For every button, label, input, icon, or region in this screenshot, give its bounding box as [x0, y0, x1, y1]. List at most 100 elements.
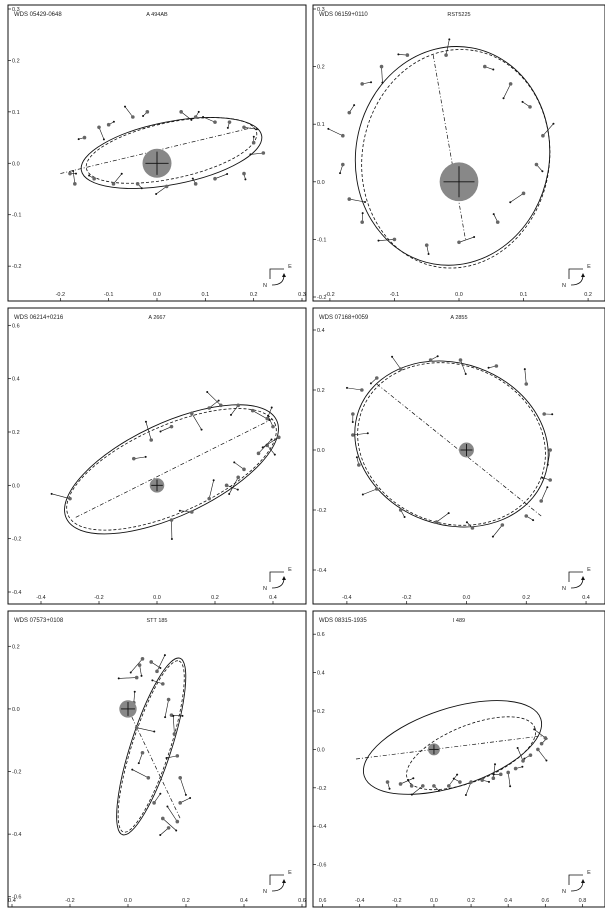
orbit-solid — [354, 360, 549, 528]
y-tick-label: -0.4 — [12, 832, 21, 838]
orbit-solid — [354, 46, 551, 266]
orbit-dashed — [66, 408, 277, 531]
observation-mark — [327, 127, 330, 130]
observation-mark — [181, 714, 184, 717]
residual-line — [145, 421, 152, 441]
residual-line — [234, 462, 245, 470]
observation-mark — [212, 479, 215, 482]
orbit-point — [508, 82, 513, 86]
x-tick-label: 0.6 — [541, 898, 549, 904]
orbit-point — [169, 518, 174, 522]
orbit-point — [360, 388, 364, 392]
y-tick-label: -0.4 — [317, 824, 326, 830]
x-tick-label: -0.4 — [342, 595, 351, 601]
observation-mark — [140, 187, 143, 190]
observation-mark — [226, 126, 229, 129]
observation-mark — [552, 122, 555, 125]
observation-mark — [244, 178, 247, 181]
observation-mark — [159, 430, 162, 433]
x-tick-label: -0.2 — [65, 898, 74, 904]
orbit-point — [242, 467, 246, 472]
residual-line — [266, 407, 272, 419]
y-tick-label: -0.1 — [12, 213, 21, 219]
orbit-point — [169, 424, 174, 429]
y-tick-label: -0.2 — [317, 295, 326, 301]
observation-mark — [233, 461, 236, 464]
orbit-point — [458, 780, 462, 784]
observation-mark — [370, 81, 373, 84]
orbit-point — [219, 403, 223, 408]
observation-mark — [533, 728, 536, 731]
observation-mark — [163, 654, 166, 657]
orbit-point — [500, 523, 505, 527]
residual-line — [524, 369, 527, 385]
observation-mark — [487, 366, 490, 369]
residual-line — [258, 439, 272, 454]
panel-component: A 2667 — [148, 315, 165, 321]
orbit-point — [242, 125, 246, 130]
orbit-point — [97, 125, 101, 130]
observation-mark — [361, 212, 364, 215]
orbit-point — [385, 780, 390, 784]
observation-mark — [153, 730, 156, 733]
residual-line — [400, 778, 414, 785]
orbit-point — [166, 826, 171, 830]
observation-mark — [270, 406, 273, 409]
y-tick-label: 0.1 — [12, 110, 20, 116]
residual-line — [180, 111, 192, 121]
residual-line — [164, 699, 169, 718]
orbit-point — [398, 782, 403, 786]
orbit-point — [92, 176, 96, 181]
orbit-point — [524, 382, 529, 386]
observation-mark — [131, 768, 134, 771]
orbit-point — [528, 753, 533, 757]
residual-line — [156, 655, 166, 672]
observation-mark — [410, 793, 413, 796]
residual-line — [72, 170, 76, 184]
orbit-point — [135, 182, 140, 186]
observation-mark — [170, 537, 173, 540]
compass-icon — [269, 874, 286, 892]
orbit-point — [536, 747, 540, 752]
compass-east-label: E — [587, 567, 591, 573]
y-tick-label: 0.4 — [317, 328, 325, 334]
residual-line — [346, 387, 362, 391]
compass-east-label: E — [587, 264, 591, 270]
residual-line — [507, 772, 511, 787]
residual-line — [155, 186, 167, 195]
residual-line — [118, 677, 137, 679]
orbit-point — [175, 754, 180, 758]
orbit-point — [480, 778, 485, 782]
panel-title: WDS 07168+0059 — [319, 315, 369, 321]
y-tick-label: -0.2 — [12, 770, 21, 776]
observation-mark — [465, 521, 468, 524]
orbit-point — [236, 475, 240, 480]
x-tick-label: 0.2 — [211, 595, 219, 601]
observation-mark — [509, 201, 512, 204]
panel-3 — [7, 307, 307, 605]
observation-mark — [252, 135, 255, 138]
orbit-point — [548, 478, 552, 482]
panel-1 — [7, 4, 307, 302]
observation-mark — [151, 679, 154, 682]
panel-component: RST5225 — [447, 12, 470, 18]
observation-mark — [189, 797, 192, 800]
observation-mark — [155, 193, 158, 196]
residual-line — [98, 127, 105, 140]
x-tick-label: 0.1 — [520, 292, 528, 298]
orbit-point — [357, 463, 361, 467]
observation-mark — [366, 432, 369, 435]
y-tick-label: -0.4 — [12, 590, 21, 596]
panel-title: WDS 07573+0108 — [14, 618, 64, 624]
observation-mark — [523, 368, 526, 371]
orbit-point — [513, 766, 518, 771]
compass-icon — [269, 268, 286, 286]
orbit-point — [528, 105, 532, 109]
observation-mark — [364, 200, 367, 203]
residual-line — [537, 749, 547, 761]
observation-mark — [236, 488, 239, 491]
x-tick-label: 0.2 — [584, 292, 592, 298]
orbit-point — [347, 197, 352, 201]
observation-mark — [452, 777, 455, 780]
orbit-point — [111, 182, 116, 186]
